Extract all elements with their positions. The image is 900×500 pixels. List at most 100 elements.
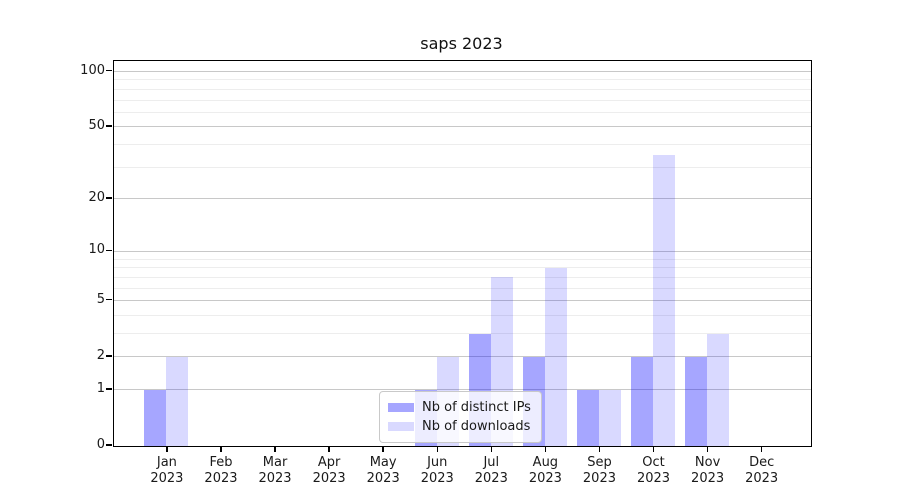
x-tick-year: 2023 (258, 471, 292, 486)
legend-item-distinct-ips: Nb of distinct IPs (388, 398, 531, 417)
y-tick-mark (106, 355, 112, 357)
legend-label-distinct-ips: Nb of distinct IPs (422, 400, 531, 415)
x-tick-label-mar: Mar 2023 (247, 455, 303, 487)
x-tick-mark (382, 446, 384, 452)
bar-ips-jan (144, 389, 167, 446)
y-tick-label: 5 (96, 291, 105, 307)
x-tick-year: 2023 (420, 471, 454, 486)
x-tick-month: Mar (262, 455, 288, 470)
x-tick-mark (598, 446, 601, 452)
bar-downloads-nov (707, 333, 730, 446)
gridline-major (114, 356, 811, 358)
gridline-minor (114, 166, 811, 168)
x-tick-year: 2023 (528, 471, 562, 486)
gridline-minor (114, 287, 811, 289)
x-tick-month: Aug (532, 455, 559, 470)
x-tick-month: Jan (156, 455, 177, 470)
x-tick-label-jul: Jul 2023 (463, 455, 519, 487)
bar-downloads-aug (544, 267, 567, 446)
x-tick-year: 2023 (204, 471, 238, 486)
y-tick-label: 100 (80, 62, 105, 78)
x-tick-label-may: May 2023 (355, 455, 411, 487)
x-tick-mark (544, 446, 547, 452)
y-tick-mark (106, 69, 112, 72)
gridline-minor (114, 276, 811, 278)
x-tick-month: Dec (749, 455, 775, 470)
gridline-minor (114, 333, 811, 335)
y-tick-mark (106, 444, 112, 446)
x-tick-label-sep: Sep 2023 (571, 455, 627, 487)
x-tick-year: 2023 (474, 471, 508, 486)
x-tick-month: Sep (587, 455, 612, 470)
x-tick-label-oct: Oct 2023 (626, 455, 682, 487)
x-tick-mark (166, 446, 168, 452)
x-tick-label-feb: Feb 2023 (193, 455, 249, 487)
x-tick-label-aug: Aug 2023 (517, 455, 573, 487)
gridline-major (114, 389, 811, 391)
x-tick-mark (328, 446, 330, 452)
bar-downloads-sep (598, 389, 621, 446)
bar-downloads-oct (653, 155, 676, 446)
x-tick-mark (274, 446, 276, 452)
x-tick-year: 2023 (366, 471, 400, 486)
gridline-major (114, 126, 811, 128)
gridline-major (114, 71, 811, 73)
x-tick-label-dec: Dec 2023 (734, 455, 790, 487)
gridline-minor (114, 144, 811, 146)
x-tick-month: Nov (694, 455, 721, 470)
legend-label-downloads: Nb of downloads (422, 419, 531, 434)
x-tick-mark (220, 446, 222, 452)
y-tick-label: 1 (96, 380, 105, 396)
x-tick-year: 2023 (691, 471, 725, 486)
x-tick-mark (490, 446, 493, 452)
x-tick-label-jan: Jan 2023 (139, 455, 195, 487)
bar-ips-nov (685, 356, 708, 446)
x-tick-month: Apr (317, 455, 341, 470)
x-tick-label-nov: Nov 2023 (680, 455, 736, 487)
gridline-minor (114, 314, 811, 316)
gridline-minor (114, 258, 811, 260)
gridline-minor (114, 99, 811, 101)
x-tick-year: 2023 (150, 471, 184, 486)
plot-area: Nb of distinct IPs Nb of downloads (113, 60, 812, 447)
bar-downloads-jan (166, 356, 189, 446)
chart-title: saps 2023 (420, 34, 503, 53)
x-tick-mark (706, 446, 709, 452)
x-tick-month: May (369, 455, 397, 470)
y-tick-mark (106, 125, 112, 127)
y-tick-mark (106, 249, 112, 252)
x-tick-month: Jun (427, 455, 448, 470)
x-tick-mark (760, 446, 763, 452)
bar-ips-sep (576, 389, 599, 446)
y-tick-label: 0 (96, 437, 105, 452)
x-tick-month: Oct (642, 455, 665, 470)
gridline-minor (114, 79, 811, 81)
gridline-minor (114, 267, 811, 269)
x-tick-year: 2023 (582, 471, 616, 486)
y-tick-label: 20 (88, 189, 105, 205)
y-tick-mark (106, 388, 112, 390)
y-tick-mark (106, 197, 112, 199)
gridline-major (114, 300, 811, 302)
gridline-minor (114, 88, 811, 90)
x-tick-label-apr: Apr 2023 (301, 455, 357, 487)
gridline-major (114, 250, 811, 252)
x-tick-mark (652, 446, 655, 452)
x-tick-year: 2023 (636, 471, 671, 486)
gridline-minor (114, 111, 811, 113)
x-tick-year: 2023 (745, 471, 779, 486)
bar-ips-oct (631, 356, 654, 446)
y-tick-label: 2 (96, 347, 105, 363)
x-tick-year: 2023 (312, 471, 346, 486)
x-tick-mark (436, 446, 438, 452)
gridline-major (114, 198, 811, 200)
legend-item-downloads: Nb of downloads (388, 417, 531, 436)
y-tick-label: 10 (88, 242, 105, 258)
x-tick-label-jun: Jun 2023 (409, 455, 465, 487)
legend-swatch-downloads-icon (388, 422, 414, 431)
x-tick-month: Feb (209, 455, 233, 470)
y-tick-label: 50 (88, 117, 105, 133)
legend: Nb of distinct IPs Nb of downloads (379, 391, 542, 443)
x-tick-month: Jul (483, 455, 500, 470)
